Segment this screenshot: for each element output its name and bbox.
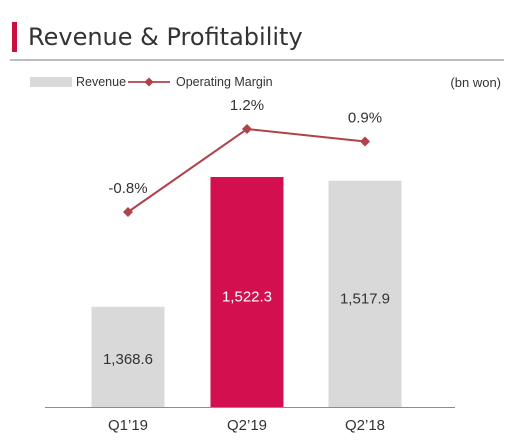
revenue-bar <box>210 177 284 407</box>
legend-margin-marker <box>144 77 154 87</box>
operating-margin-label: 1.2% <box>230 97 264 114</box>
operating-margin-label: 0.9% <box>348 109 382 126</box>
x-tick-label: Q1’19 <box>108 417 148 434</box>
revenue-bar <box>328 180 402 407</box>
page-title: Revenue & Profitability <box>28 23 303 51</box>
revenue-value-label: 1,522.3 <box>222 289 272 306</box>
revenue-bar <box>91 306 165 407</box>
revenue-value-label: 1,517.9 <box>340 290 390 307</box>
unit-label: (bn won) <box>450 75 501 90</box>
operating-margin-point <box>360 136 370 147</box>
title-accent-bar <box>12 22 17 52</box>
x-tick-label: Q2’18 <box>345 417 385 434</box>
title-divider <box>10 59 504 61</box>
operating-margin-point <box>123 207 133 217</box>
revenue-value-label: 1,368.6 <box>103 351 153 368</box>
operating-margin-point <box>242 124 252 134</box>
legend-margin-label: Operating Margin <box>176 75 273 89</box>
operating-margin-label: -0.8% <box>108 180 147 197</box>
x-tick-label: Q2’19 <box>227 417 267 434</box>
legend-revenue-swatch <box>30 77 72 87</box>
legend-revenue-label: Revenue <box>76 75 126 89</box>
